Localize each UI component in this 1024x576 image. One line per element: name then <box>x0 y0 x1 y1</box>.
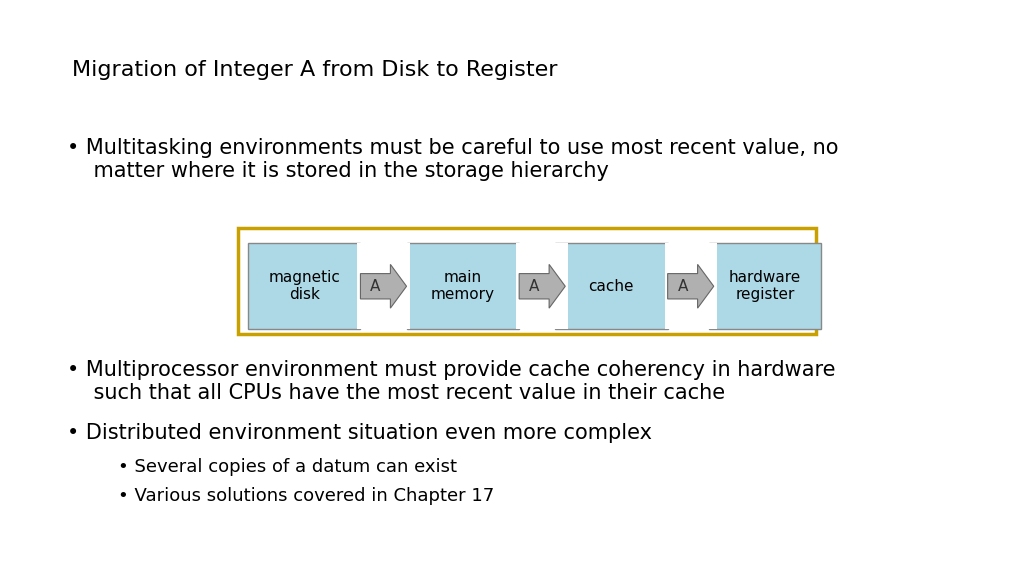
Text: • Various solutions covered in Chapter 17: • Various solutions covered in Chapter 1… <box>118 487 494 505</box>
Text: hardware
register: hardware register <box>729 270 801 302</box>
Text: • Several copies of a datum can exist: • Several copies of a datum can exist <box>118 458 457 476</box>
Text: magnetic
disk: magnetic disk <box>268 270 340 302</box>
Text: Migration of Integer A from Disk to Register: Migration of Integer A from Disk to Regi… <box>72 60 557 81</box>
Text: main
memory: main memory <box>431 270 495 302</box>
Text: • Multitasking environments must be careful to use most recent value, no
    mat: • Multitasking environments must be care… <box>67 138 838 181</box>
Text: • Multiprocessor environment must provide cache coherency in hardware
    such t: • Multiprocessor environment must provid… <box>67 360 835 403</box>
Text: A: A <box>529 279 540 294</box>
Text: A: A <box>678 279 688 294</box>
Text: • Distributed environment situation even more complex: • Distributed environment situation even… <box>67 423 651 444</box>
Text: cache: cache <box>589 279 634 294</box>
Text: A: A <box>371 279 381 294</box>
